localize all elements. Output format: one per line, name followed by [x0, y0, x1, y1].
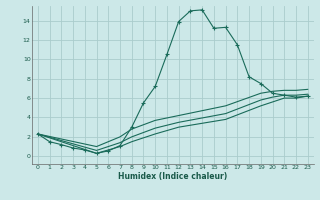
X-axis label: Humidex (Indice chaleur): Humidex (Indice chaleur) [118, 172, 228, 181]
